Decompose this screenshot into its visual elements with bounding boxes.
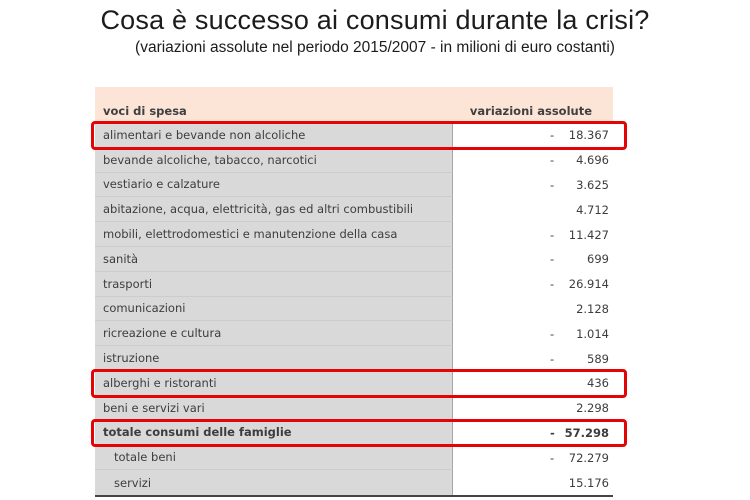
row-label: vestiario e calzature — [95, 172, 453, 198]
row-value: - 3.625 — [453, 172, 613, 198]
value-sign: - — [550, 326, 555, 341]
row-value: 436 — [453, 370, 613, 396]
row-label: totale consumi delle famiglie — [95, 420, 453, 446]
value-number: 57.298 — [564, 425, 609, 440]
value-number: 3.625 — [576, 177, 609, 192]
row-value: 15.176 — [453, 470, 613, 495]
value-number: 1.014 — [576, 326, 609, 341]
table-row-totale-beni: totale beni - 72.279 — [95, 445, 613, 471]
value-sign: - — [550, 450, 555, 465]
row-value: 4.712 — [453, 197, 613, 223]
slide-header: Cosa è successo ai consumi durante la cr… — [0, 3, 750, 59]
value-number: 436 — [587, 376, 609, 391]
row-value: - 26.914 — [453, 271, 613, 297]
row-value: - 11.427 — [453, 222, 613, 247]
value-number: 11.427 — [568, 227, 609, 242]
row-label: totale beni — [95, 445, 453, 471]
row-label: servizi — [95, 470, 453, 495]
table-row-alimentari: alimentari e bevande non alcoliche - 18.… — [91, 121, 627, 150]
table-row-alberghi: alberghi e ristoranti 436 — [91, 368, 627, 398]
value-sign: - — [550, 128, 555, 143]
row-value: 2.128 — [453, 296, 613, 322]
value-number: 15.176 — [568, 475, 609, 490]
row-value: - 18.367 — [453, 123, 613, 148]
value-sign: - — [550, 252, 555, 267]
table-row-istruzione: istruzione - 589 — [95, 346, 613, 371]
row-label: trasporti — [95, 271, 453, 297]
consumption-table: voci di spesa variazioni assolute alimen… — [91, 87, 627, 497]
value-number: 699 — [587, 252, 609, 267]
table-row-sanita: sanità - 699 — [95, 246, 613, 272]
table-row-servizi: servizi 15.176 — [95, 470, 613, 495]
row-value: - 1.014 — [453, 321, 613, 347]
row-label: ricreazione e cultura — [95, 321, 453, 347]
row-value: - 589 — [453, 346, 613, 371]
table-row-mobili: mobili, elettrodomestici e manutenzione … — [95, 222, 613, 247]
value-sign: - — [550, 227, 555, 242]
row-value: - 57.298 — [453, 420, 613, 446]
row-label: abitazione, acqua, elettricità, gas ed a… — [95, 197, 453, 223]
row-label: beni e servizi vari — [95, 395, 453, 421]
row-label: comunicazioni — [95, 296, 453, 322]
table-row-bevande-alcoliche: bevande alcoliche, tabacco, narcotici - … — [95, 147, 613, 173]
value-number: 18.367 — [568, 128, 609, 143]
table-row-beni-servizi-vari: beni e servizi vari 2.298 — [95, 395, 613, 421]
value-number: 589 — [587, 351, 609, 366]
table-row-abitazione: abitazione, acqua, elettricità, gas ed a… — [95, 197, 613, 223]
row-label: bevande alcoliche, tabacco, narcotici — [95, 147, 453, 173]
table-row-comunicazioni: comunicazioni 2.128 — [95, 296, 613, 322]
table-row-ricreazione: ricreazione e cultura - 1.014 — [95, 321, 613, 347]
column-header-voci-di-spesa: voci di spesa — [103, 104, 187, 118]
column-header-variazioni-assolute: variazioni assolute — [469, 104, 592, 118]
table-row-totale-consumi: totale consumi delle famiglie - 57.298 — [91, 418, 627, 448]
table-row-trasporti: trasporti - 26.914 — [95, 271, 613, 297]
row-value: - 4.696 — [453, 147, 613, 173]
row-label: mobili, elettrodomestici e manutenzione … — [95, 222, 453, 247]
value-number: 4.696 — [576, 153, 609, 168]
page-subtitle: (variazioni assolute nel periodo 2015/20… — [135, 39, 615, 56]
row-label: sanità — [95, 246, 453, 272]
value-number: 72.279 — [568, 450, 609, 465]
table-header-row: voci di spesa variazioni assolute — [95, 87, 613, 123]
value-sign: - — [550, 351, 555, 366]
table-row-vestiario: vestiario e calzature - 3.625 — [95, 172, 613, 198]
page-title: Cosa è successo ai consumi durante la cr… — [100, 5, 650, 35]
row-label: alberghi e ristoranti — [95, 370, 453, 396]
value-sign: - — [550, 177, 555, 192]
row-value: - 72.279 — [453, 445, 613, 471]
value-sign: - — [550, 153, 555, 168]
value-number: 2.128 — [576, 301, 609, 316]
value-number: 4.712 — [576, 202, 609, 217]
value-sign: - — [550, 425, 555, 440]
value-number: 2.298 — [576, 400, 609, 415]
row-label: istruzione — [95, 346, 453, 371]
row-value: 2.298 — [453, 395, 613, 421]
value-sign: - — [550, 277, 555, 292]
row-value: - 699 — [453, 246, 613, 272]
row-label: alimentari e bevande non alcoliche — [95, 123, 453, 148]
value-number: 26.914 — [568, 277, 609, 292]
